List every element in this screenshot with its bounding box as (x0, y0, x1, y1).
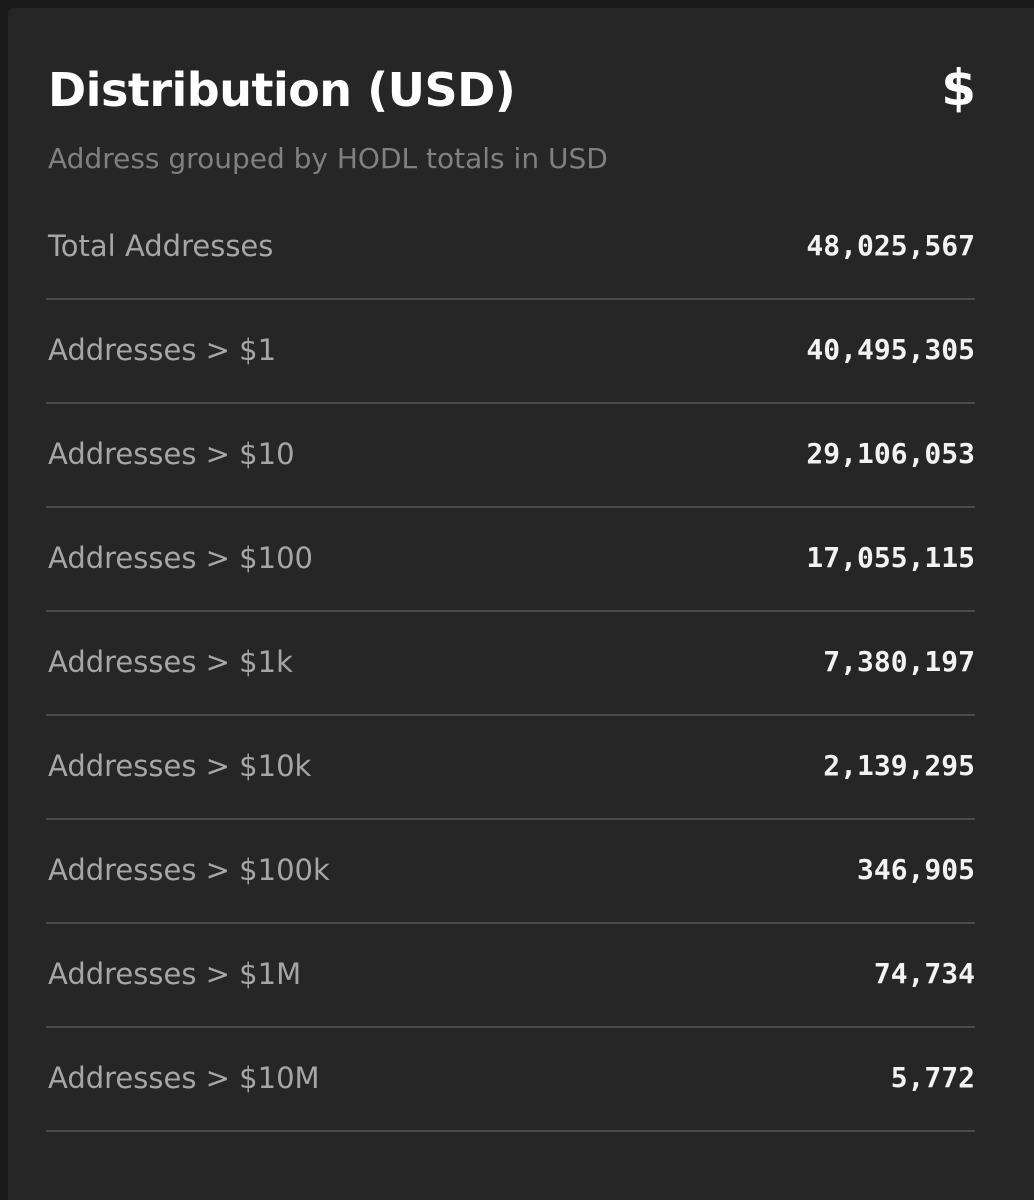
list-item: Addresses > $100 17,055,115 (46, 508, 975, 612)
row-value: 17,055,115 (806, 541, 975, 574)
list-item: Addresses > $1k 7,380,197 (46, 612, 975, 716)
row-value: 346,905 (856, 853, 975, 886)
row-value: 7,380,197 (823, 645, 975, 678)
row-label: Addresses > $10k (48, 749, 312, 783)
row-value: 40,495,305 (806, 333, 975, 366)
list-item: Addresses > $10k 2,139,295 (46, 716, 975, 820)
distribution-card: Distribution (USD) $ Address grouped by … (8, 8, 1034, 1200)
card-subtitle: Address grouped by HODL totals in USD (48, 142, 608, 175)
dollar-icon[interactable]: $ (941, 59, 976, 117)
row-label: Addresses > $10M (48, 1061, 320, 1095)
row-value: 2,139,295 (823, 749, 975, 782)
list-item: Addresses > $100k 346,905 (46, 820, 975, 924)
row-label: Addresses > $1 (48, 333, 277, 367)
row-value: 48,025,567 (806, 229, 975, 262)
row-label: Addresses > $10 (48, 437, 295, 471)
row-label: Addresses > $1k (48, 645, 293, 679)
row-label: Addresses > $100k (48, 853, 330, 887)
row-value: 29,106,053 (806, 437, 975, 470)
list-item: Addresses > $10 29,106,053 (46, 404, 975, 508)
row-label: Total Addresses (48, 229, 274, 263)
list-item: Addresses > $1M 74,734 (46, 924, 975, 1028)
list-item: Addresses > $10M 5,772 (46, 1028, 975, 1132)
row-label: Addresses > $100 (48, 541, 313, 575)
list-item: Addresses > $1 40,495,305 (46, 300, 975, 404)
distribution-list: Total Addresses 48,025,567 Addresses > $… (46, 196, 975, 1132)
list-item: Total Addresses 48,025,567 (46, 196, 975, 300)
row-value: 74,734 (873, 957, 975, 990)
card-title: Distribution (USD) (48, 63, 516, 117)
row-value: 5,772 (890, 1061, 975, 1094)
row-label: Addresses > $1M (48, 957, 302, 991)
